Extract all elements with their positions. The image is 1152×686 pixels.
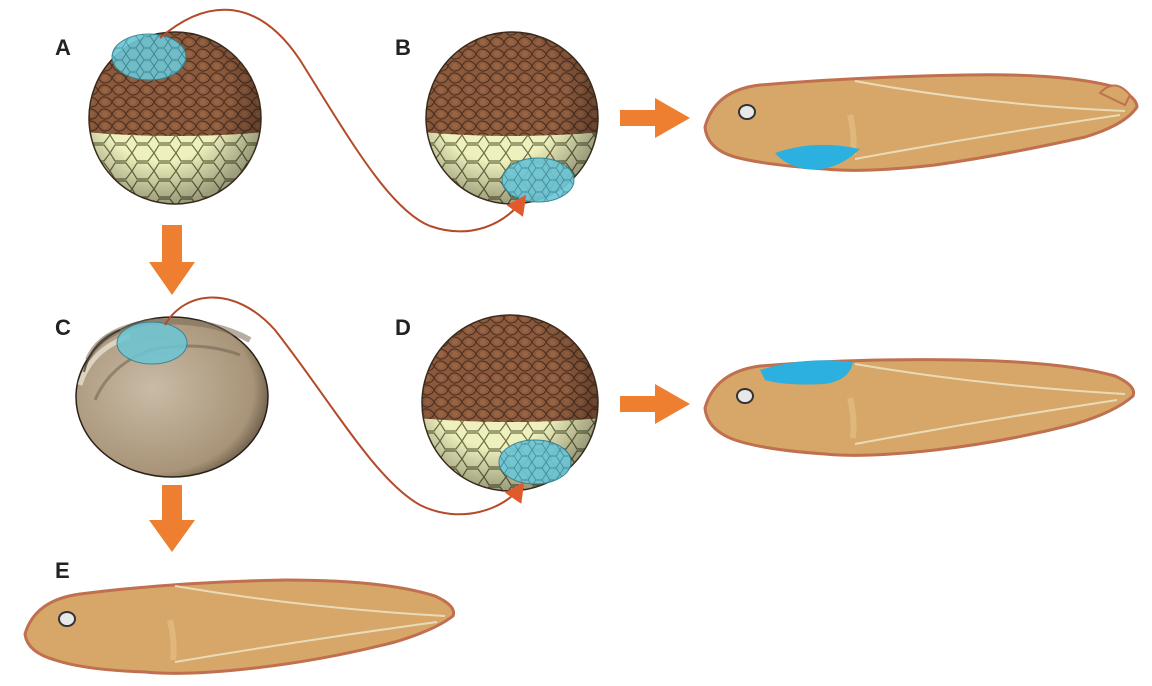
tadpole-b-blue-organ bbox=[775, 144, 860, 170]
tissue-patch-donor-a bbox=[111, 33, 187, 81]
embryo-b bbox=[425, 31, 599, 205]
tadpole-e bbox=[23, 578, 456, 675]
transplant-arrow-c-to-d bbox=[164, 296, 525, 516]
tadpole-b-eye bbox=[738, 104, 756, 120]
tissue-patch-graft-d bbox=[498, 439, 572, 485]
embryo-a bbox=[88, 31, 262, 205]
tadpole-e-eye bbox=[58, 611, 76, 627]
tissue-patch-donor-c bbox=[116, 321, 188, 365]
label-c: C bbox=[55, 315, 71, 340]
flow-arrow-icon bbox=[149, 485, 195, 552]
flow-arrow-icon bbox=[149, 225, 195, 295]
label-b: B bbox=[395, 35, 411, 60]
label-a: A bbox=[55, 35, 71, 60]
tissue-patch-graft-b bbox=[501, 157, 575, 203]
tadpole-d bbox=[703, 358, 1136, 457]
embryo-c bbox=[75, 316, 269, 478]
tadpole-b bbox=[703, 73, 1139, 172]
label-d: D bbox=[395, 315, 411, 340]
transplant-arrow-a-to-b bbox=[159, 8, 527, 233]
label-e: E bbox=[55, 558, 70, 583]
tadpole-d-blue-organ bbox=[760, 360, 853, 385]
embryo-d bbox=[421, 314, 599, 492]
flow-arrow-icon bbox=[620, 98, 690, 138]
tadpole-d-eye bbox=[736, 388, 754, 404]
flow-arrow-icon bbox=[620, 384, 690, 424]
